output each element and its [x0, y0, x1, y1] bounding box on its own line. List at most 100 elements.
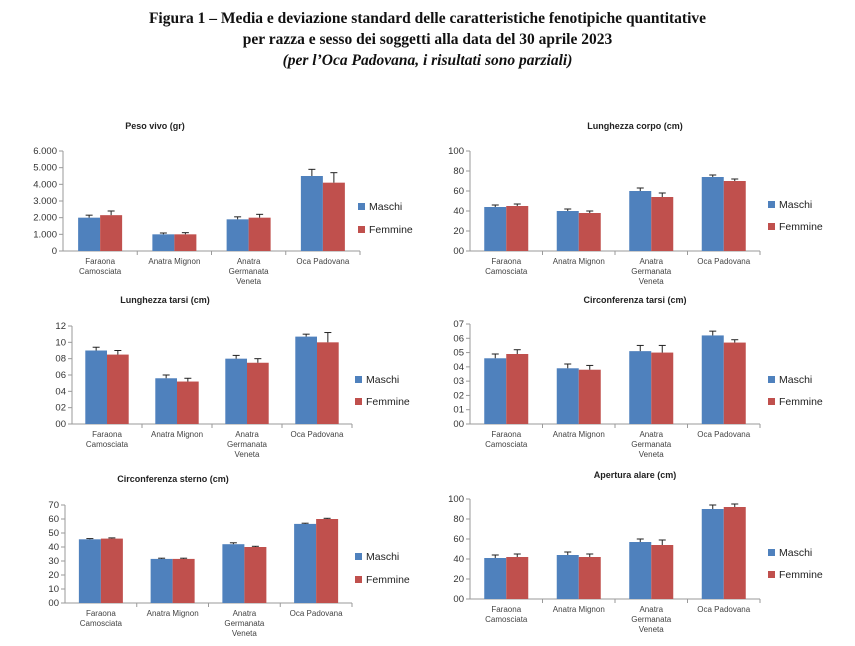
bar-femmine — [578, 557, 601, 599]
bar-femmine — [723, 181, 746, 251]
x-tick-label: Faraona — [85, 257, 115, 266]
x-tick-label: Anatra Mignon — [151, 430, 203, 439]
x-tick-label: Camosciata — [485, 267, 528, 276]
y-tick-label: 80 — [453, 166, 464, 177]
x-tick-label: Anatra Mignon — [553, 430, 605, 439]
y-tick-label: 02 — [453, 390, 464, 401]
figure-subtitle: per razza e sesso dei soggetti alla data… — [242, 31, 613, 48]
bar-maschi — [225, 358, 247, 424]
y-tick-label: 80 — [453, 514, 464, 525]
x-tick-label: Anatra — [233, 609, 257, 618]
y-tick-label: 00 — [55, 419, 66, 430]
y-tick-label: 70 — [48, 500, 59, 511]
x-tick-label: Anatra Mignon — [553, 605, 605, 614]
x-tick-label: Anatra Mignon — [553, 257, 605, 266]
bar-femmine — [174, 234, 197, 251]
legend-label-maschi: Maschi — [366, 374, 399, 386]
x-tick-label: Germanata — [224, 619, 265, 628]
y-tick-label: 3.000 — [33, 196, 57, 207]
chart-circonferenza-tarsi: Circonferenza tarsi (cm) 00 01 02 03 04 05 06 07… — [425, 291, 835, 466]
chart-title: Circonferenza sterno (cm) — [117, 474, 229, 484]
y-tick-label: 20 — [453, 574, 464, 585]
x-tick-label: Anatra — [639, 605, 663, 614]
bar-maschi — [152, 234, 175, 251]
y-tick-label: 0 — [52, 246, 57, 257]
legend-label-femmine: Femmine — [366, 574, 410, 586]
x-tick-label: Faraona — [86, 609, 116, 618]
y-tick-label: 100 — [448, 146, 464, 157]
legend-swatch-femmine — [355, 398, 362, 405]
bar-maschi — [629, 351, 652, 424]
figure-header: Figura 1 – Media e deviazione standard d… — [0, 8, 855, 71]
bar-maschi — [155, 378, 177, 424]
bar-maschi — [701, 509, 724, 599]
x-tick-label: Veneta — [236, 277, 261, 286]
y-tick-label: 04 — [55, 386, 66, 397]
y-tick-label: 08 — [55, 354, 66, 365]
legend-label-femmine: Femmine — [779, 396, 823, 408]
y-tick-label: 5.000 — [33, 163, 57, 174]
y-tick-label: 6.000 — [33, 146, 57, 157]
y-tick-label: 10 — [55, 337, 66, 348]
bar-femmine — [651, 197, 674, 251]
bar-femmine — [316, 519, 339, 603]
bar-femmine — [506, 206, 529, 251]
y-tick-label: 40 — [453, 554, 464, 565]
y-tick-label: 50 — [48, 528, 59, 539]
bar-femmine — [172, 558, 195, 603]
bar-femmine — [651, 352, 674, 424]
x-tick-label: Germanata — [631, 267, 672, 276]
x-tick-label: Faraona — [491, 605, 521, 614]
bar-maschi — [556, 555, 579, 599]
figure-note: (per l’Oca Padovana, i risultati sono pa… — [282, 52, 573, 69]
x-tick-label: Veneta — [639, 450, 664, 459]
chart-peso-vivo: Peso vivo (gr) 0 1.000 2.000 3.000 4.000 5.000… — [25, 118, 435, 286]
y-tick-label: 05 — [453, 348, 464, 359]
x-tick-label: Faraona — [491, 430, 521, 439]
x-tick-label: Camosciata — [80, 619, 123, 628]
x-tick-label: Anatra — [639, 430, 663, 439]
y-tick-label: 20 — [453, 226, 464, 237]
legend-swatch-femmine — [768, 223, 775, 230]
y-tick-label: 07 — [453, 319, 464, 330]
bar-maschi — [222, 544, 245, 603]
y-tick-label: 4.000 — [33, 179, 57, 190]
bar-femmine — [723, 507, 746, 599]
bar-femmine — [651, 545, 674, 599]
bar-femmine — [100, 215, 123, 251]
bar-maschi — [295, 336, 317, 424]
x-tick-label: Faraona — [491, 257, 521, 266]
bar-femmine — [100, 538, 123, 603]
chart-title: Circonferenza tarsi (cm) — [583, 295, 686, 305]
x-tick-label: Anatra — [235, 430, 259, 439]
bar-femmine — [578, 369, 601, 424]
bar-maschi — [556, 368, 579, 424]
x-tick-label: Oca Padovana — [697, 605, 750, 614]
legend-swatch-femmine — [355, 576, 362, 583]
figure-title: Figura 1 – Media e deviazione standard d… — [148, 10, 707, 27]
x-tick-label: Germanata — [229, 267, 270, 276]
y-tick-label: 04 — [453, 362, 464, 373]
x-tick-label: Camosciata — [485, 440, 528, 449]
y-tick-label: 06 — [453, 333, 464, 344]
bar-femmine — [177, 381, 199, 424]
y-tick-label: 20 — [48, 570, 59, 581]
legend-swatch-maschi — [768, 376, 775, 383]
bar-maschi — [484, 358, 507, 424]
x-tick-label: Anatra — [237, 257, 261, 266]
legend-swatch-femmine — [358, 226, 365, 233]
x-tick-label: Anatra Mignon — [147, 609, 199, 618]
legend-label-maschi: Maschi — [779, 547, 812, 559]
y-tick-label: 00 — [453, 594, 464, 605]
bar-femmine — [578, 213, 601, 251]
x-tick-label: Anatra Mignon — [148, 257, 200, 266]
x-tick-label: Veneta — [232, 629, 257, 638]
bar-femmine — [244, 547, 267, 603]
bar-maschi — [701, 335, 724, 424]
x-tick-label: Camosciata — [485, 615, 528, 624]
bar-maschi — [629, 191, 652, 251]
bar-femmine — [107, 354, 129, 424]
legend-label-femmine: Femmine — [779, 569, 823, 581]
legend-label-maschi: Maschi — [369, 201, 402, 213]
bar-maschi — [85, 350, 107, 424]
